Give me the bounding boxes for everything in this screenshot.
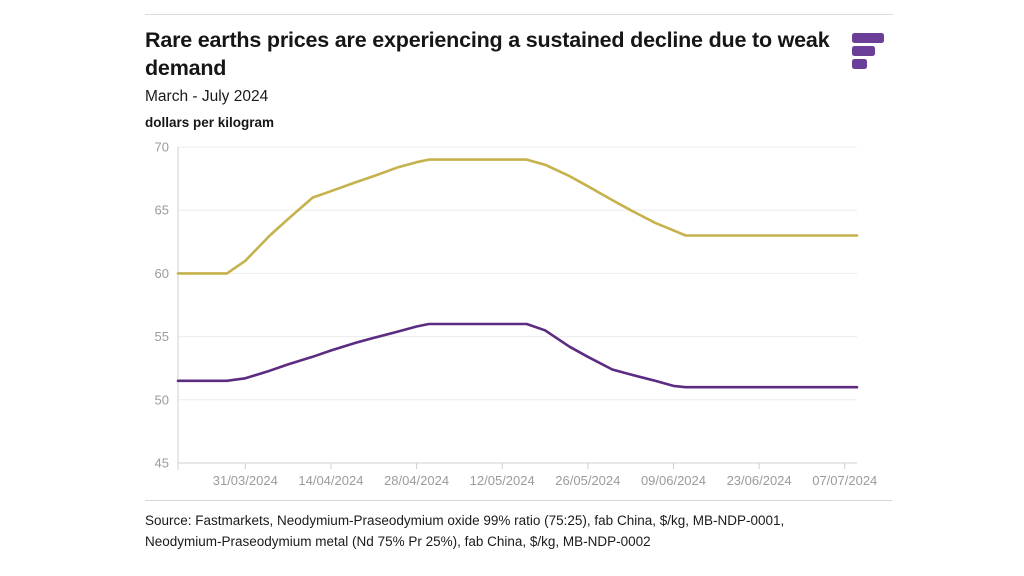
logo-bar-middle [852,46,875,56]
x-tick-label: 12/05/2024 [470,473,535,488]
y-axis-units-label: dollars per kilogram [145,115,275,130]
chart-subtitle: March - July 2024 [145,88,269,105]
y-tick-label: 50 [155,392,169,407]
x-tick-label: 07/07/2024 [812,473,877,488]
y-tick-label: 70 [155,140,169,155]
logo-bar-top [852,33,884,43]
series-line-metal [176,322,859,389]
top-divider [145,14,893,15]
x-tick-label: 26/05/2024 [555,473,620,488]
source-line-1: Source: Fastmarkets, Neodymium-Praseodym… [145,513,785,528]
x-tick-label: 31/03/2024 [213,473,278,488]
source-note: Source: Fastmarkets, Neodymium-Praseodym… [145,510,885,552]
price-chart: 70 65 60 55 50 45 31/03/2024 14/04/2024 28/04/20… [155,140,878,489]
x-tick-label: 23/06/2024 [727,473,792,488]
chart-area: 70 65 60 55 50 45 31/03/2024 14/04/2024 28/04/20… [145,138,885,493]
x-tick-label: 09/06/2024 [641,473,706,488]
y-tick-label: 45 [155,456,169,471]
x-tick-label: 14/04/2024 [298,473,363,488]
series-line-oxide [176,158,859,275]
fastmarkets-logo-icon [852,33,884,69]
y-tick-label: 55 [155,329,169,344]
footer-divider [145,500,892,501]
x-tick-label: 28/04/2024 [384,473,449,488]
logo-bar-bottom [852,59,867,69]
y-tick-label: 65 [155,203,169,218]
chart-title: Rare earths prices are experiencing a su… [145,28,830,80]
source-line-2: Neodymium-Praseodymium metal (Nd 75% Pr … [145,534,651,549]
y-tick-label: 60 [155,266,169,281]
